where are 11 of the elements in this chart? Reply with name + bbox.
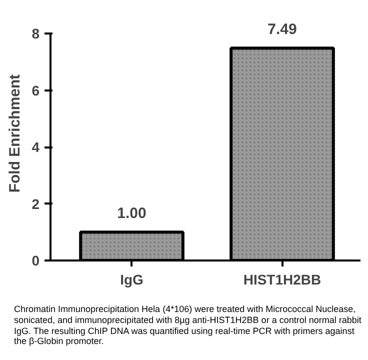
y-axis-title: Fold Enrichment bbox=[6, 74, 24, 193]
y-tick-label: 6 bbox=[32, 82, 40, 98]
text: Chromatin Immunoprecipitation Hela (4*106) were treated with Micrococcal Nuclease, sonicated, and immunoprecipitated with 8µg anti-HIST1H2BB or a control normal rabbit IgG. The resulting ChIP DNA was quantified using real-time PCR with primers against the β-Globin promoter. bbox=[14, 304, 362, 348]
y-tick-label: 2 bbox=[32, 196, 40, 212]
x-tick-label: IgG bbox=[120, 272, 144, 288]
y-tick-label: 0 bbox=[32, 252, 40, 268]
y-tick-label: 8 bbox=[32, 26, 40, 42]
x-tick-label: HIST1H2BB bbox=[243, 272, 322, 288]
data-label: 7.49 bbox=[268, 21, 297, 38]
y-tick-label: 4 bbox=[32, 139, 40, 156]
data-label: 1.00 bbox=[117, 205, 146, 222]
